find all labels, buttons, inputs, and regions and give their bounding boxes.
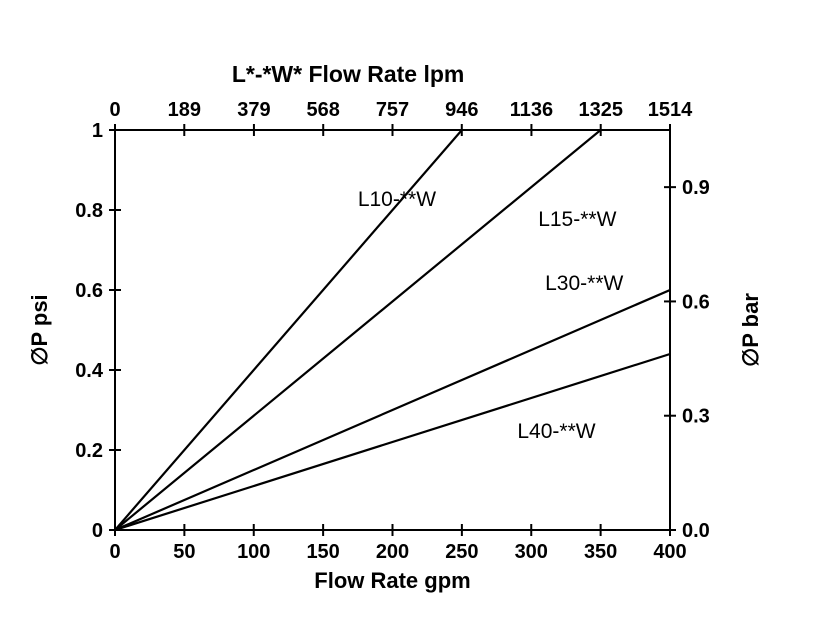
x-bottom-tick: 350 <box>584 541 617 563</box>
y-right-tick: 0.0 <box>682 520 710 542</box>
y-left-tick: 0.6 <box>75 280 103 302</box>
x-top-tick: 189 <box>168 99 201 121</box>
y-left-tick: 0.2 <box>75 440 103 462</box>
x-bottom-tick: 100 <box>237 541 270 563</box>
x-top-tick: 568 <box>307 99 340 121</box>
y-right-tick: 0.6 <box>682 291 710 313</box>
y-left-tick: 0.4 <box>75 360 104 382</box>
y-axis-right-label: ∅P bar <box>738 293 763 367</box>
x-bottom-tick: 300 <box>515 541 548 563</box>
x-top-tick: 1136 <box>510 99 553 121</box>
x-top-tick: 1514 <box>648 99 693 121</box>
chart-title-top: L*-*W* Flow Rate lpm <box>232 61 465 87</box>
pressure-flow-chart: 0 50 100 150 200 250 300 350 400 0 189 379 568 757 946… <box>0 0 828 640</box>
y-axis-left-label: ∅P psi <box>27 294 52 365</box>
x-top-tick: 0 <box>109 99 120 121</box>
y-right-tick: 0.3 <box>682 406 710 428</box>
y-left-tick: 1 <box>92 120 103 142</box>
x-bottom-tick: 150 <box>306 541 339 563</box>
series-label: L10-**W <box>358 188 436 211</box>
x-bottom-tick: 0 <box>109 541 120 563</box>
series-label: L40-**W <box>517 420 595 443</box>
y-left-tick: 0 <box>92 520 103 542</box>
x-bottom-tick: 50 <box>173 541 195 563</box>
series-label: L30-**W <box>545 272 623 295</box>
chart-svg: 0 50 100 150 200 250 300 350 400 0 189 379 568 757 946… <box>0 0 828 640</box>
x-top-tick: 946 <box>445 99 478 121</box>
series-label: L15-**W <box>538 208 616 231</box>
x-bottom-tick: 400 <box>653 541 686 563</box>
x-top-tick: 757 <box>376 99 409 121</box>
x-bottom-tick: 200 <box>376 541 409 563</box>
x-top-tick: 1325 <box>578 99 623 121</box>
series-line <box>115 290 670 530</box>
x-axis-bottom-label: Flow Rate gpm <box>314 568 470 593</box>
x-bottom-tick: 250 <box>445 541 478 563</box>
y-right-tick: 0.9 <box>682 177 710 199</box>
y-left-tick: 0.8 <box>75 200 103 222</box>
x-top-tick: 379 <box>237 99 270 121</box>
